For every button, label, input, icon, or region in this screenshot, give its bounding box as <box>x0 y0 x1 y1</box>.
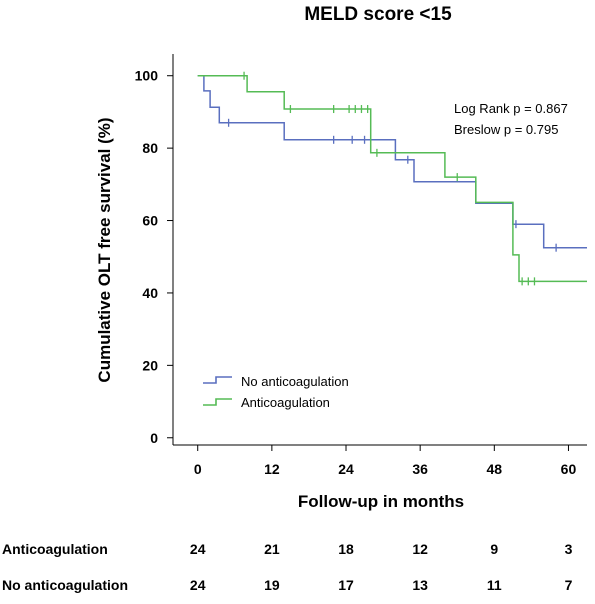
y-tick-label: 60 <box>142 213 158 229</box>
risk-value: 13 <box>412 577 428 593</box>
plot-area <box>172 54 587 446</box>
x-tick-label: 60 <box>561 461 577 477</box>
risk-value: 21 <box>264 541 280 557</box>
x-axis-ticks: 0 12 24 36 48 60 <box>194 445 577 477</box>
risk-value: 24 <box>190 577 206 593</box>
legend: No anticoagulation Anticoagulation <box>203 374 349 410</box>
legend-line-no-anticoagulation <box>203 376 232 384</box>
risk-row-label-no-anticoagulation: No anticoagulation <box>2 577 128 593</box>
x-tick-label: 24 <box>338 461 354 477</box>
x-tick-label: 0 <box>194 461 202 477</box>
x-tick-label: 48 <box>487 461 503 477</box>
x-tick-label: 12 <box>264 461 280 477</box>
series-layer <box>197 71 587 286</box>
legend-label-no-anticoagulation: No anticoagulation <box>241 374 349 389</box>
log-rank-annotation: Log Rank p = 0.867 <box>454 101 568 116</box>
legend-item-no-anticoagulation: No anticoagulation <box>203 374 349 389</box>
x-axis-label: Follow-up in months <box>298 492 464 511</box>
legend-line-anticoagulation <box>203 398 232 406</box>
risk-value: 7 <box>565 577 573 593</box>
x-tick-label: 36 <box>412 461 428 477</box>
y-tick-label: 100 <box>135 68 159 84</box>
number-at-risk-table: Anticoagulation 24 21 18 12 9 3 No anticoagulat… <box>2 541 573 593</box>
y-tick-label: 80 <box>142 140 158 156</box>
y-tick-label: 20 <box>142 357 158 373</box>
risk-value: 17 <box>338 577 354 593</box>
risk-value: 11 <box>487 577 502 593</box>
y-axis-label: Cumulative OLT free survival (%) <box>95 117 114 382</box>
risk-value: 24 <box>190 541 206 557</box>
y-tick-label: 40 <box>142 285 158 301</box>
risk-value: 12 <box>412 541 428 557</box>
chart-title: MELD score <15 <box>304 4 452 25</box>
risk-value: 19 <box>264 577 280 593</box>
risk-value: 3 <box>565 541 573 557</box>
legend-label-anticoagulation: Anticoagulation <box>241 395 330 410</box>
series-line-anticoagulation <box>197 74 587 283</box>
breslow-annotation: Breslow p = 0.795 <box>454 122 558 137</box>
y-axis-ticks: 0 20 40 60 80 100 <box>135 68 173 446</box>
risk-row-label-anticoagulation: Anticoagulation <box>2 541 108 557</box>
legend-item-anticoagulation: Anticoagulation <box>203 395 330 410</box>
risk-value: 9 <box>490 541 498 557</box>
risk-value: 18 <box>338 541 354 557</box>
y-tick-label: 0 <box>150 430 158 446</box>
